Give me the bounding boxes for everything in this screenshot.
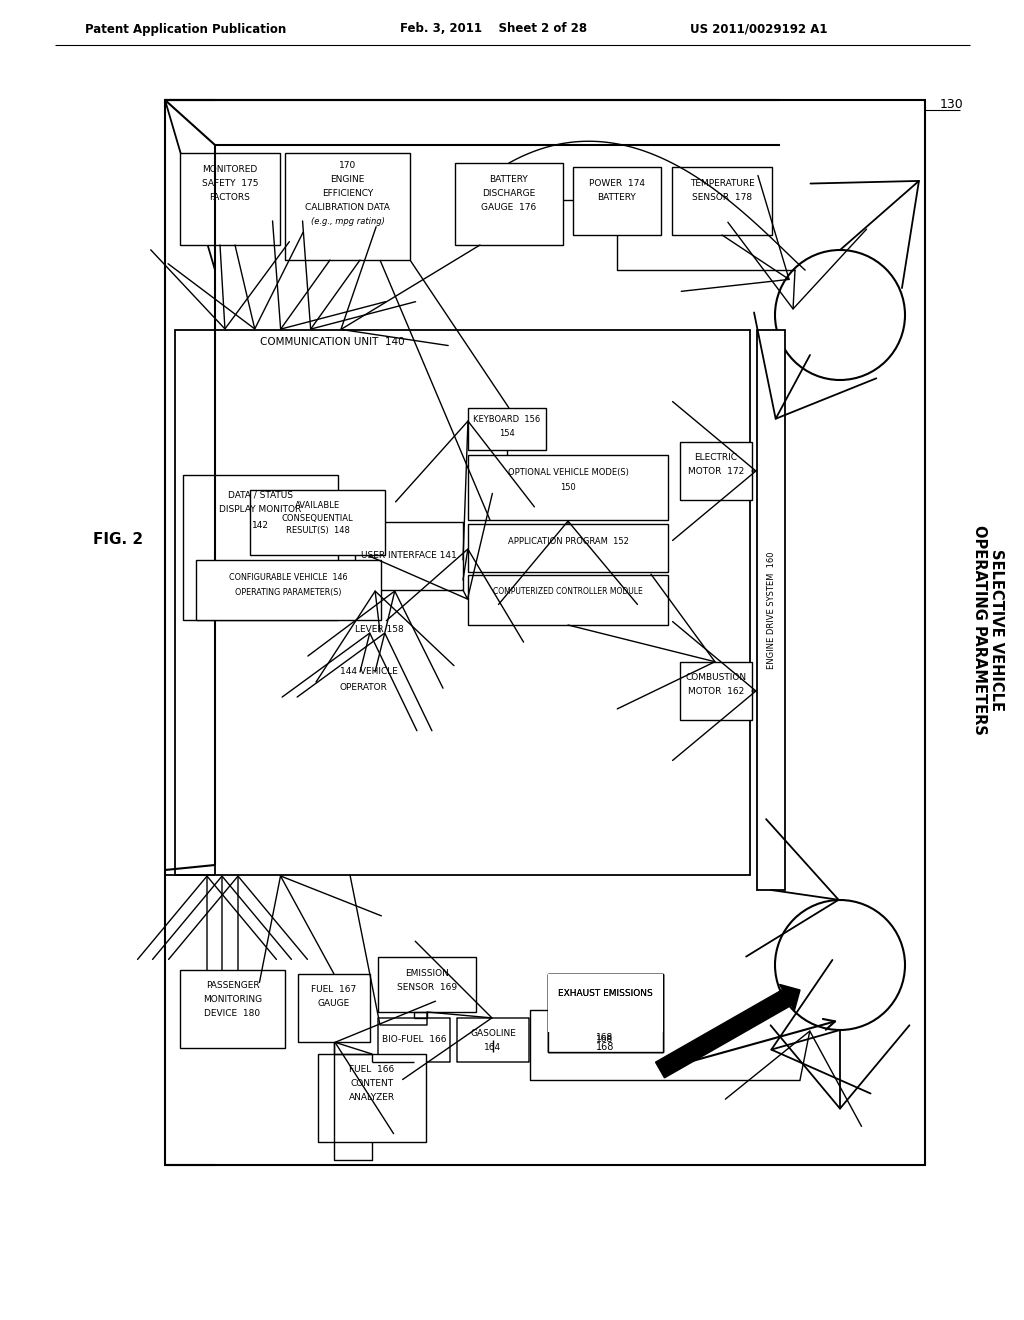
Bar <box>250 490 385 554</box>
Bar <box>455 162 563 246</box>
Bar <box>548 974 663 1052</box>
Bar <box>183 475 338 620</box>
Bar <box>180 970 285 1048</box>
Text: DISCHARGE: DISCHARGE <box>482 189 536 198</box>
Bar <box>165 100 925 1166</box>
Text: ENGINE: ENGINE <box>331 174 365 183</box>
Text: 168: 168 <box>596 1041 614 1052</box>
Text: RESULT(S)  148: RESULT(S) 148 <box>286 527 349 536</box>
Text: OPTIONAL VEHICLE MODE(S): OPTIONAL VEHICLE MODE(S) <box>508 469 629 478</box>
Bar <box>468 576 668 624</box>
Text: SAFETY  175: SAFETY 175 <box>202 178 258 187</box>
Text: CONFIGURABLE VEHICLE  146: CONFIGURABLE VEHICLE 146 <box>229 573 348 582</box>
Text: 164: 164 <box>484 1044 502 1052</box>
Text: SELECTIVE VEHICLE
OPERATING PARAMETERS: SELECTIVE VEHICLE OPERATING PARAMETERS <box>972 525 1005 735</box>
Text: SENSOR  178: SENSOR 178 <box>692 193 752 202</box>
Text: CONSEQUENTIAL: CONSEQUENTIAL <box>282 513 353 523</box>
Text: EXHAUST EMISSIONS: EXHAUST EMISSIONS <box>558 990 652 998</box>
Text: BATTERY: BATTERY <box>489 174 528 183</box>
Text: EMISSION: EMISSION <box>406 969 449 978</box>
Text: 142: 142 <box>252 520 269 529</box>
Text: FUEL  166: FUEL 166 <box>349 1065 394 1074</box>
Text: COMBUSTION: COMBUSTION <box>685 673 746 682</box>
Text: MOTOR  162: MOTOR 162 <box>688 688 744 697</box>
Bar <box>757 330 785 890</box>
Text: CONTENT: CONTENT <box>350 1080 393 1089</box>
Text: PASSENGER: PASSENGER <box>206 982 259 990</box>
Text: 154: 154 <box>499 429 515 438</box>
Bar <box>548 974 663 1032</box>
Bar <box>355 521 463 590</box>
Text: KEYBOARD  156: KEYBOARD 156 <box>473 416 541 425</box>
Text: 168: 168 <box>596 1032 613 1041</box>
Bar <box>468 408 546 450</box>
Text: MONITORING: MONITORING <box>203 995 262 1005</box>
Text: MONITORED: MONITORED <box>203 165 258 173</box>
Bar <box>548 974 663 1052</box>
FancyArrow shape <box>655 985 800 1078</box>
Text: MOTOR  172: MOTOR 172 <box>688 467 744 477</box>
FancyBboxPatch shape <box>457 1018 529 1063</box>
Text: GAUGE  176: GAUGE 176 <box>481 202 537 211</box>
Text: 168: 168 <box>596 1035 613 1044</box>
Bar <box>378 957 476 1012</box>
Text: COMPUTERIZED CONTROLLER MODULE: COMPUTERIZED CONTROLLER MODULE <box>494 587 643 597</box>
Bar <box>672 168 772 235</box>
Text: USER INTERFACE 141: USER INTERFACE 141 <box>361 552 457 561</box>
Text: POWER  174: POWER 174 <box>589 178 645 187</box>
Text: COMMUNICATION UNIT  140: COMMUNICATION UNIT 140 <box>260 337 404 347</box>
Bar <box>468 455 668 520</box>
Text: BATTERY: BATTERY <box>598 193 636 202</box>
Text: DISPLAY MONITOR: DISPLAY MONITOR <box>219 506 302 515</box>
Text: CALIBRATION DATA: CALIBRATION DATA <box>305 202 390 211</box>
Text: LEVER 158: LEVER 158 <box>355 626 403 635</box>
Text: FIG. 2: FIG. 2 <box>93 532 143 548</box>
Bar <box>180 153 280 246</box>
Text: (e.g., mpg rating): (e.g., mpg rating) <box>310 216 384 226</box>
Bar <box>680 442 752 500</box>
Text: GASOLINE: GASOLINE <box>470 1030 516 1039</box>
Text: 130: 130 <box>940 99 964 111</box>
Text: DATA / STATUS: DATA / STATUS <box>228 491 293 499</box>
Text: SENSOR  169: SENSOR 169 <box>397 982 457 991</box>
Text: 170: 170 <box>339 161 356 169</box>
Text: Patent Application Publication: Patent Application Publication <box>85 22 287 36</box>
Text: BIO-FUEL  166: BIO-FUEL 166 <box>382 1035 446 1044</box>
Bar <box>298 974 370 1041</box>
Bar <box>285 153 410 260</box>
Bar <box>175 330 750 875</box>
Text: ELECTRIC: ELECTRIC <box>694 454 737 462</box>
Text: 144 VEHICLE: 144 VEHICLE <box>340 668 398 676</box>
Text: ENGINE DRIVE SYSTEM  160: ENGINE DRIVE SYSTEM 160 <box>767 552 775 669</box>
Text: EXHAUST EMISSIONS: EXHAUST EMISSIONS <box>558 987 653 997</box>
Text: FACTORS: FACTORS <box>210 193 251 202</box>
Text: APPLICATION PROGRAM  152: APPLICATION PROGRAM 152 <box>508 536 629 545</box>
Text: AVAILABLE: AVAILABLE <box>295 500 340 510</box>
Text: GAUGE: GAUGE <box>317 999 350 1008</box>
Text: EXHAUST EMISSIONS: EXHAUST EMISSIONS <box>558 990 652 998</box>
Text: ANALYZER: ANALYZER <box>349 1093 395 1102</box>
Text: 168: 168 <box>597 1022 614 1031</box>
Bar <box>196 560 381 620</box>
Text: OPERATOR: OPERATOR <box>340 682 388 692</box>
Bar <box>548 974 663 1052</box>
Text: Feb. 3, 2011    Sheet 2 of 28: Feb. 3, 2011 Sheet 2 of 28 <box>400 22 587 36</box>
Text: DEVICE  180: DEVICE 180 <box>205 1010 260 1019</box>
Text: EFFICIENCY: EFFICIENCY <box>322 189 373 198</box>
Bar <box>680 663 752 719</box>
Text: US 2011/0029192 A1: US 2011/0029192 A1 <box>690 22 827 36</box>
Bar <box>318 1053 426 1142</box>
Text: TEMPERATURE: TEMPERATURE <box>689 178 755 187</box>
Text: 150: 150 <box>560 483 575 491</box>
Bar <box>573 168 662 235</box>
Bar <box>468 524 668 572</box>
FancyBboxPatch shape <box>378 1018 450 1063</box>
Text: FUEL  167: FUEL 167 <box>311 986 356 994</box>
Text: OPERATING PARAMETER(S): OPERATING PARAMETER(S) <box>236 587 342 597</box>
